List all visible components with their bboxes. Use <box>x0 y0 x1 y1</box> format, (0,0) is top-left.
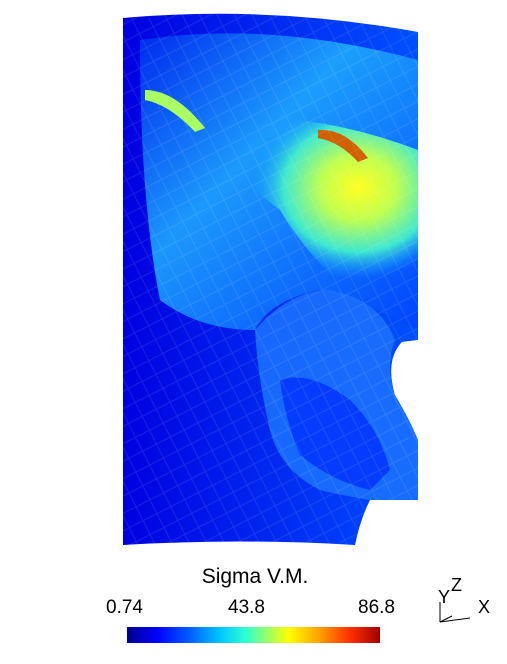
axis-z-label: Z <box>451 575 462 595</box>
axis-triad-icon <box>439 602 471 623</box>
colorbar-max-label: 86.8 <box>358 597 395 618</box>
colorbar-min-label: 0.74 <box>106 597 143 618</box>
colorbar-mid-label: 43.8 <box>228 597 265 618</box>
axis-y-label: Y <box>438 587 451 607</box>
cutout-edge <box>391 340 418 440</box>
mesh-texture <box>123 13 418 545</box>
colorbar <box>127 627 380 643</box>
axis-x-label: X <box>478 597 491 617</box>
legend-title: Sigma V.M. <box>201 565 309 588</box>
